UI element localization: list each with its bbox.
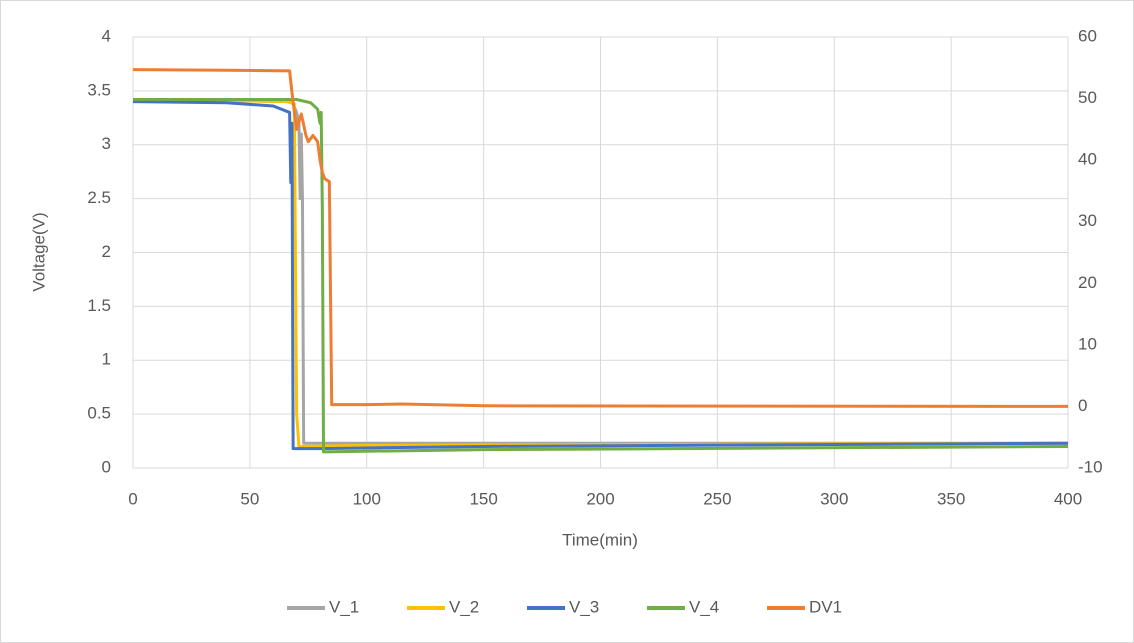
x-tick-label: 400 (1054, 489, 1082, 508)
x-tick-label: 200 (586, 489, 614, 508)
y-tick-label: 1.5 (87, 296, 111, 315)
x-tick-label: 50 (240, 489, 259, 508)
legend-label: DV1 (809, 597, 842, 616)
legend-label: V_2 (449, 597, 479, 616)
series-line (133, 98, 1069, 454)
y-tick-label: 0 (102, 457, 111, 476)
x-tick-label: 0 (128, 489, 137, 508)
y2-tick-label: 0 (1078, 396, 1087, 415)
y-tick-label: 0.5 (87, 404, 111, 423)
legend-label: V_1 (329, 597, 359, 616)
y-tick-label: 4 (102, 26, 111, 45)
legend-label: V_3 (569, 597, 599, 616)
y2-tick-label: 50 (1078, 88, 1097, 107)
series-line (132, 68, 1069, 408)
x-axis-label: Time(min) (562, 530, 638, 549)
y2-tick-label: 40 (1078, 150, 1097, 169)
x-tick-label: 300 (820, 489, 848, 508)
y-tick-label: 2 (102, 242, 111, 261)
x-tick-label: 150 (469, 489, 497, 508)
y2-tick-label: 10 (1078, 334, 1097, 353)
y-tick-label: 3.5 (87, 80, 111, 99)
legend-label: V_4 (689, 597, 719, 616)
x-tick-label: 250 (703, 489, 731, 508)
y2-tick-label: 60 (1078, 26, 1097, 45)
y2-tick-label: -10 (1078, 457, 1103, 476)
y-tick-label: 3 (102, 134, 111, 153)
x-tick-label: 350 (937, 489, 965, 508)
y-tick-label: 1 (102, 350, 111, 369)
y-tick-label: 2.5 (87, 188, 111, 207)
y2-tick-label: 20 (1078, 273, 1097, 292)
series-line (132, 100, 1069, 451)
y-axis-label: Voltage(V) (29, 212, 48, 291)
x-tick-label: 100 (353, 489, 381, 508)
y2-tick-label: 30 (1078, 211, 1097, 230)
